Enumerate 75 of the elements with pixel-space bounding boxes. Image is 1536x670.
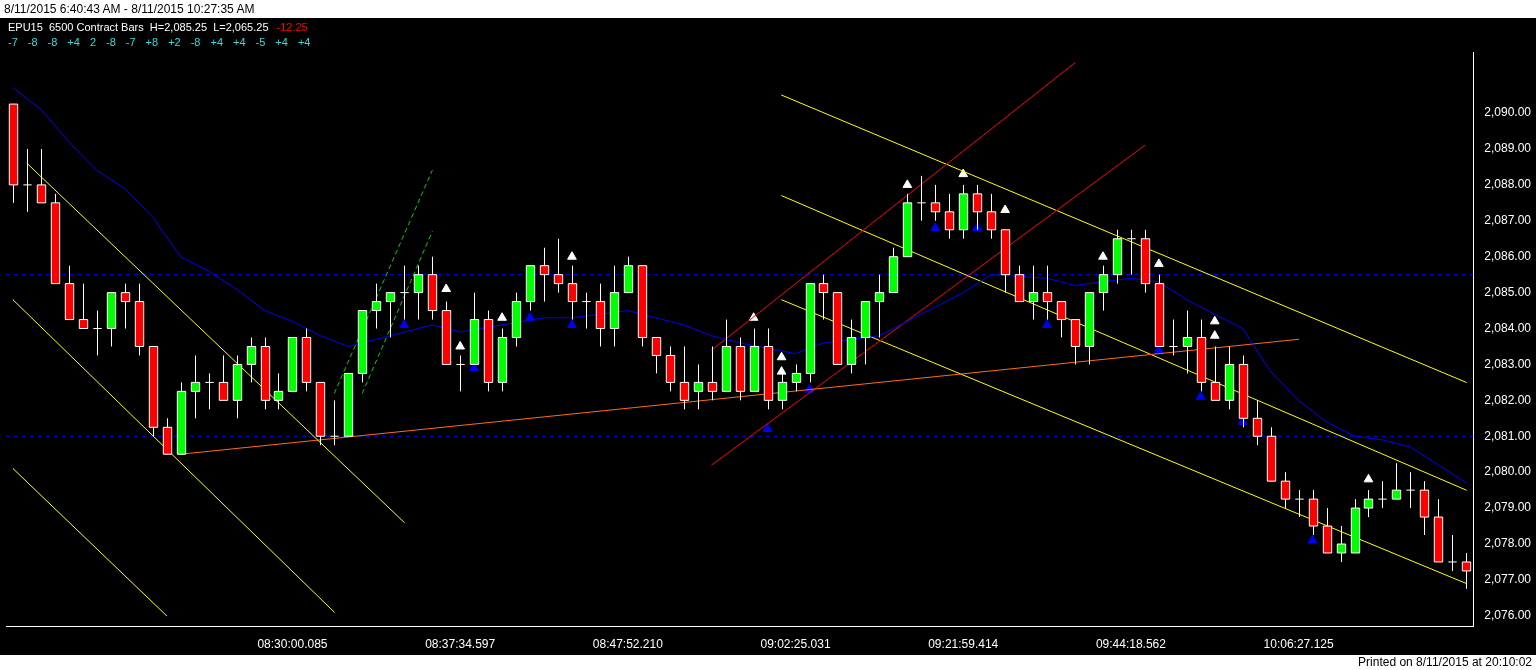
point <box>399 319 410 328</box>
candlestick <box>329 399 340 446</box>
point <box>1209 315 1220 325</box>
point <box>776 366 787 375</box>
point <box>1195 391 1206 400</box>
point <box>930 222 941 231</box>
y-tick-label: 2,088.00 <box>1484 177 1532 192</box>
point <box>1000 204 1010 214</box>
text: +2 <box>168 36 181 48</box>
candlestick <box>455 354 466 392</box>
y-tick-label: 2,083.00 <box>1484 356 1532 371</box>
point <box>567 251 577 260</box>
x-tick-label: 08:37:34.597 <box>425 637 496 652</box>
text: -8 <box>190 36 201 48</box>
candlestick <box>916 175 927 222</box>
candlestick <box>581 292 592 330</box>
text: -12.25 <box>276 21 308 33</box>
text: -7 <box>125 36 136 48</box>
x-tick-label: 08:47:52.210 <box>592 637 664 652</box>
point <box>1098 251 1108 260</box>
candlestick <box>92 310 103 356</box>
point <box>567 319 577 328</box>
text: 2 <box>89 36 97 48</box>
point <box>1154 258 1164 267</box>
candlestick <box>1168 319 1179 356</box>
text: +4 <box>297 36 311 48</box>
candlestick <box>204 372 215 410</box>
point <box>1307 534 1318 544</box>
x-tick-label: 09:21:59.414 <box>928 637 999 652</box>
point <box>776 351 787 361</box>
point <box>441 283 452 293</box>
point <box>525 312 535 321</box>
text: +4 <box>67 36 80 48</box>
x-tick-label: 10:06:27.125 <box>1263 637 1334 652</box>
y-tick-label: 2,077.00 <box>1484 572 1532 587</box>
candlestick <box>1405 471 1416 509</box>
candlestick <box>1377 480 1388 509</box>
text: +4 <box>275 36 288 48</box>
text: -8 <box>47 36 58 48</box>
y-tick-label: 2,084.00 <box>1484 320 1532 335</box>
point <box>1209 330 1220 339</box>
chart-subtitle: EPU15 6500 Contract Bars H=2,085.25 L=2,065.25 <box>8 21 269 33</box>
y-tick-label: 2,087.00 <box>1484 213 1532 228</box>
point <box>902 179 913 188</box>
y-tick-label: 2,078.00 <box>1484 536 1532 551</box>
y-tick-label: 2,090.00 <box>1484 105 1532 120</box>
text: -8 <box>27 36 38 48</box>
text: +4 <box>233 36 246 48</box>
point <box>497 312 507 321</box>
y-tick-label: 2,089.00 <box>1484 141 1532 156</box>
y-tick-label: 2,079.00 <box>1484 500 1532 515</box>
point <box>1363 473 1374 483</box>
y-tick-label: 2,080.00 <box>1484 464 1532 479</box>
text: -8 <box>106 36 116 48</box>
x-tick-label: 09:02:25.031 <box>760 637 831 652</box>
point <box>1042 319 1052 328</box>
text: +8 <box>145 36 159 48</box>
point <box>455 340 465 350</box>
text: Printed on 8/11/2015 at 20:10:02 <box>1358 655 1532 670</box>
candlestick <box>1294 489 1305 518</box>
x-tick-label: 08:30:00.085 <box>257 637 328 652</box>
y-tick-label: 2,076.00 <box>1484 608 1532 623</box>
y-tick-label: 2,082.00 <box>1484 392 1532 407</box>
point <box>762 423 773 433</box>
y-tick-label: 2,085.00 <box>1484 284 1532 299</box>
y-tick-label: 2,086.00 <box>1484 249 1532 264</box>
candlestick <box>22 148 33 213</box>
candlestick <box>1126 229 1137 276</box>
x-tick-label: 09:44:18.562 <box>1095 637 1167 652</box>
text: +4 <box>210 36 223 48</box>
y-tick-label: 2,081.00 <box>1484 428 1532 443</box>
text: -7 <box>8 36 18 48</box>
candlestick <box>1447 534 1458 572</box>
text: -5 <box>255 36 266 48</box>
chart-title: 8/11/2015 6:40:43 AM - 8/11/2015 10:27:35 AM <box>4 1 255 18</box>
